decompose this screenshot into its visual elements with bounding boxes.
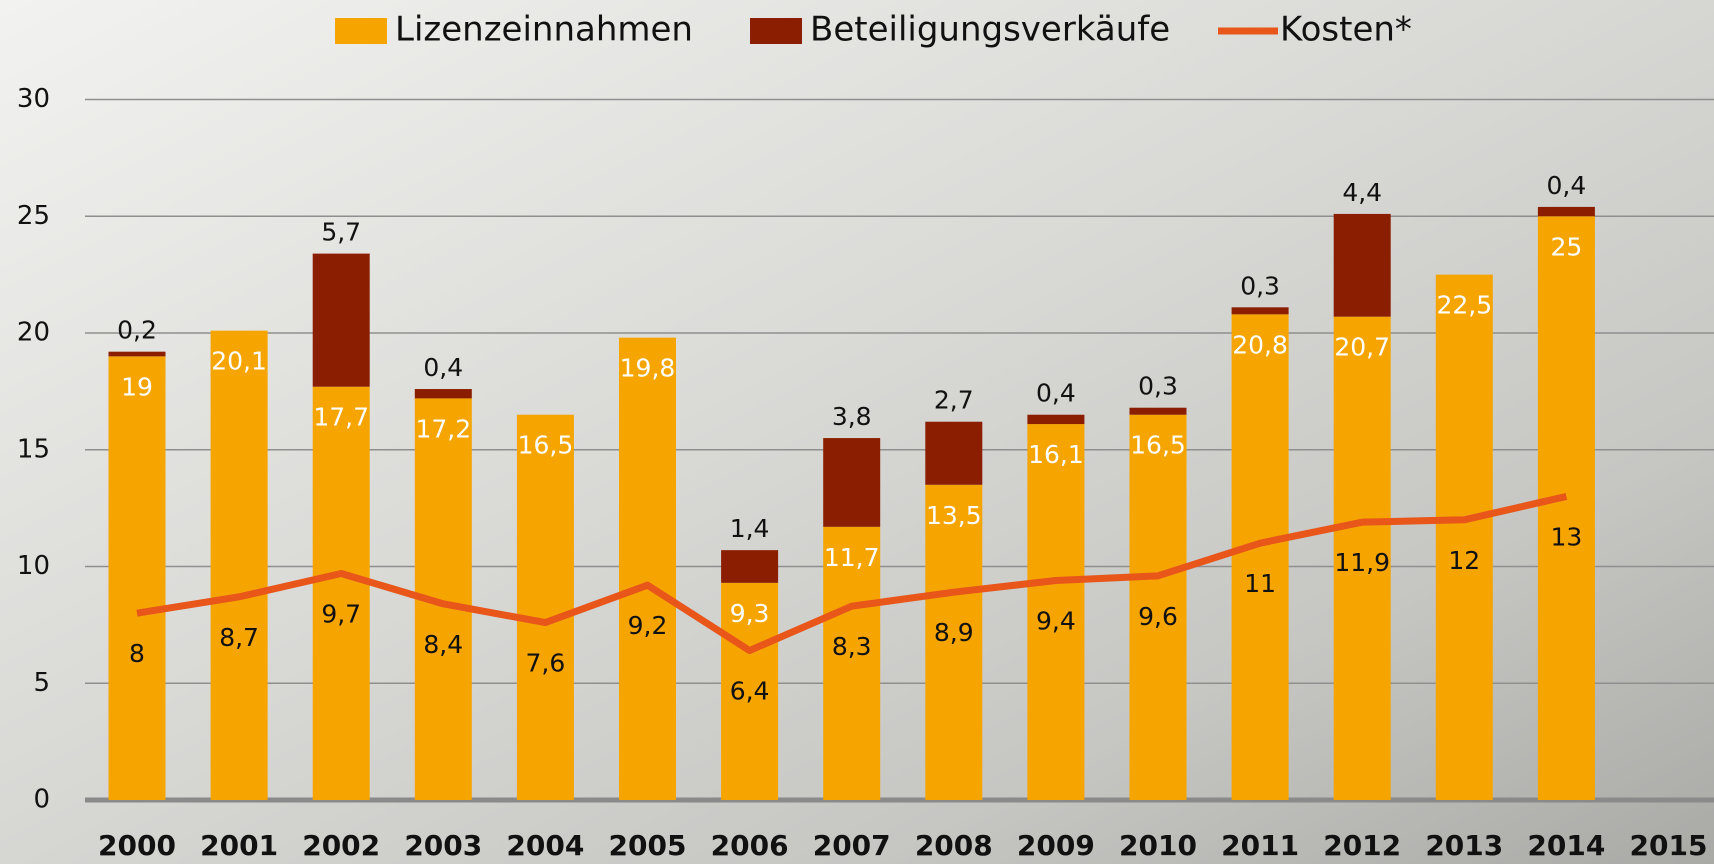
value-label: 11 bbox=[1244, 569, 1276, 598]
value-label: 8,4 bbox=[423, 630, 463, 659]
value-label: 8,3 bbox=[832, 632, 872, 661]
y-tick-label: 20 bbox=[17, 318, 50, 348]
y-tick-label: 5 bbox=[33, 668, 50, 698]
value-label: 19 bbox=[121, 372, 153, 401]
value-label: 22,5 bbox=[1436, 291, 1492, 320]
x-tick-label: 2007 bbox=[813, 829, 891, 862]
value-label: 0,4 bbox=[1036, 379, 1076, 408]
value-label: 1,4 bbox=[730, 514, 770, 543]
x-tick-label: 2013 bbox=[1425, 829, 1503, 862]
y-tick-label: 15 bbox=[17, 434, 50, 464]
bar bbox=[925, 484, 983, 800]
value-label: 8 bbox=[129, 639, 145, 668]
legend-label: Beteiligungsverkäufe bbox=[810, 10, 1170, 50]
value-label: 13 bbox=[1550, 522, 1582, 551]
bar bbox=[823, 438, 881, 527]
legend-label: Kosten* bbox=[1280, 10, 1412, 50]
value-label: 6,4 bbox=[730, 677, 770, 706]
y-tick-label: 10 bbox=[17, 551, 50, 581]
y-tick-label: 30 bbox=[17, 84, 50, 114]
bar bbox=[108, 356, 166, 800]
value-label: 13,5 bbox=[926, 501, 982, 530]
bar bbox=[414, 389, 472, 399]
y-tick-label: 25 bbox=[17, 201, 50, 231]
value-label: 9,6 bbox=[1138, 602, 1178, 631]
value-label: 16,5 bbox=[518, 431, 574, 460]
bar bbox=[619, 337, 676, 800]
bar bbox=[1231, 307, 1289, 315]
value-label: 25 bbox=[1550, 232, 1582, 261]
value-label: 17,2 bbox=[415, 414, 471, 443]
value-label: 4,4 bbox=[1342, 178, 1382, 207]
x-tick-label: 2004 bbox=[506, 829, 584, 862]
value-label: 19,8 bbox=[620, 354, 676, 383]
x-tick-label: 2010 bbox=[1119, 829, 1197, 862]
value-label: 9,3 bbox=[730, 599, 770, 628]
bar bbox=[1333, 213, 1391, 317]
x-tick-label: 2000 bbox=[98, 829, 176, 862]
value-label: 7,6 bbox=[526, 649, 566, 678]
legend-swatch bbox=[335, 18, 387, 44]
x-tick-label: 2005 bbox=[609, 829, 687, 862]
bar bbox=[823, 526, 881, 800]
bar bbox=[312, 253, 370, 387]
value-label: 5,7 bbox=[321, 218, 361, 247]
value-label: 16,5 bbox=[1130, 431, 1186, 460]
legend-label: Lizenzeinnahmen bbox=[395, 10, 693, 50]
legend-swatch bbox=[750, 18, 802, 44]
bar bbox=[312, 386, 370, 800]
value-label: 0,2 bbox=[117, 316, 157, 345]
x-tick-label: 2011 bbox=[1221, 829, 1299, 862]
bar bbox=[1537, 216, 1595, 800]
bar bbox=[1231, 314, 1289, 800]
value-label: 11,9 bbox=[1334, 548, 1390, 577]
bar bbox=[1537, 206, 1595, 217]
x-tick-label: 2012 bbox=[1323, 829, 1401, 862]
x-tick-label: 2015 bbox=[1630, 829, 1708, 862]
value-label: 8,7 bbox=[219, 623, 259, 652]
value-label: 16,1 bbox=[1028, 440, 1084, 469]
value-label: 9,7 bbox=[321, 600, 361, 629]
bar bbox=[1129, 407, 1187, 415]
value-label: 9,4 bbox=[1036, 607, 1076, 636]
line bbox=[136, 493, 1568, 655]
value-label: 9,2 bbox=[628, 611, 668, 640]
bar bbox=[108, 351, 166, 357]
x-tick-label: 2003 bbox=[404, 829, 482, 862]
bar bbox=[1129, 414, 1187, 800]
x-tick-label: 2014 bbox=[1527, 829, 1605, 862]
x-tick-label: 2009 bbox=[1017, 829, 1095, 862]
x-tick-label: 2001 bbox=[200, 829, 278, 862]
bar bbox=[210, 330, 268, 800]
value-label: 2,7 bbox=[934, 386, 974, 415]
x-tick-label: 2008 bbox=[915, 829, 993, 862]
bar bbox=[516, 414, 574, 800]
bar bbox=[721, 582, 779, 800]
bar bbox=[1027, 424, 1085, 800]
value-label: 8,9 bbox=[934, 618, 974, 647]
bar bbox=[1027, 414, 1085, 425]
value-label: 0,3 bbox=[1138, 372, 1178, 401]
value-label: 20,7 bbox=[1334, 333, 1390, 362]
value-label: 11,7 bbox=[824, 543, 880, 572]
value-label: 0,4 bbox=[423, 353, 463, 382]
value-label: 3,8 bbox=[832, 402, 872, 431]
value-label: 17,7 bbox=[313, 403, 369, 432]
y-tick-label: 0 bbox=[33, 785, 50, 815]
value-label: 12 bbox=[1448, 546, 1480, 575]
value-label: 0,4 bbox=[1547, 171, 1587, 200]
value-label: 0,3 bbox=[1240, 271, 1280, 300]
x-tick-label: 2006 bbox=[711, 829, 789, 862]
value-label: 20,1 bbox=[211, 347, 267, 376]
bar bbox=[1333, 316, 1391, 800]
bar bbox=[1435, 274, 1493, 800]
value-label: 20,8 bbox=[1232, 330, 1288, 359]
bar bbox=[925, 421, 983, 485]
bar bbox=[721, 550, 779, 583]
x-tick-label: 2002 bbox=[302, 829, 380, 862]
